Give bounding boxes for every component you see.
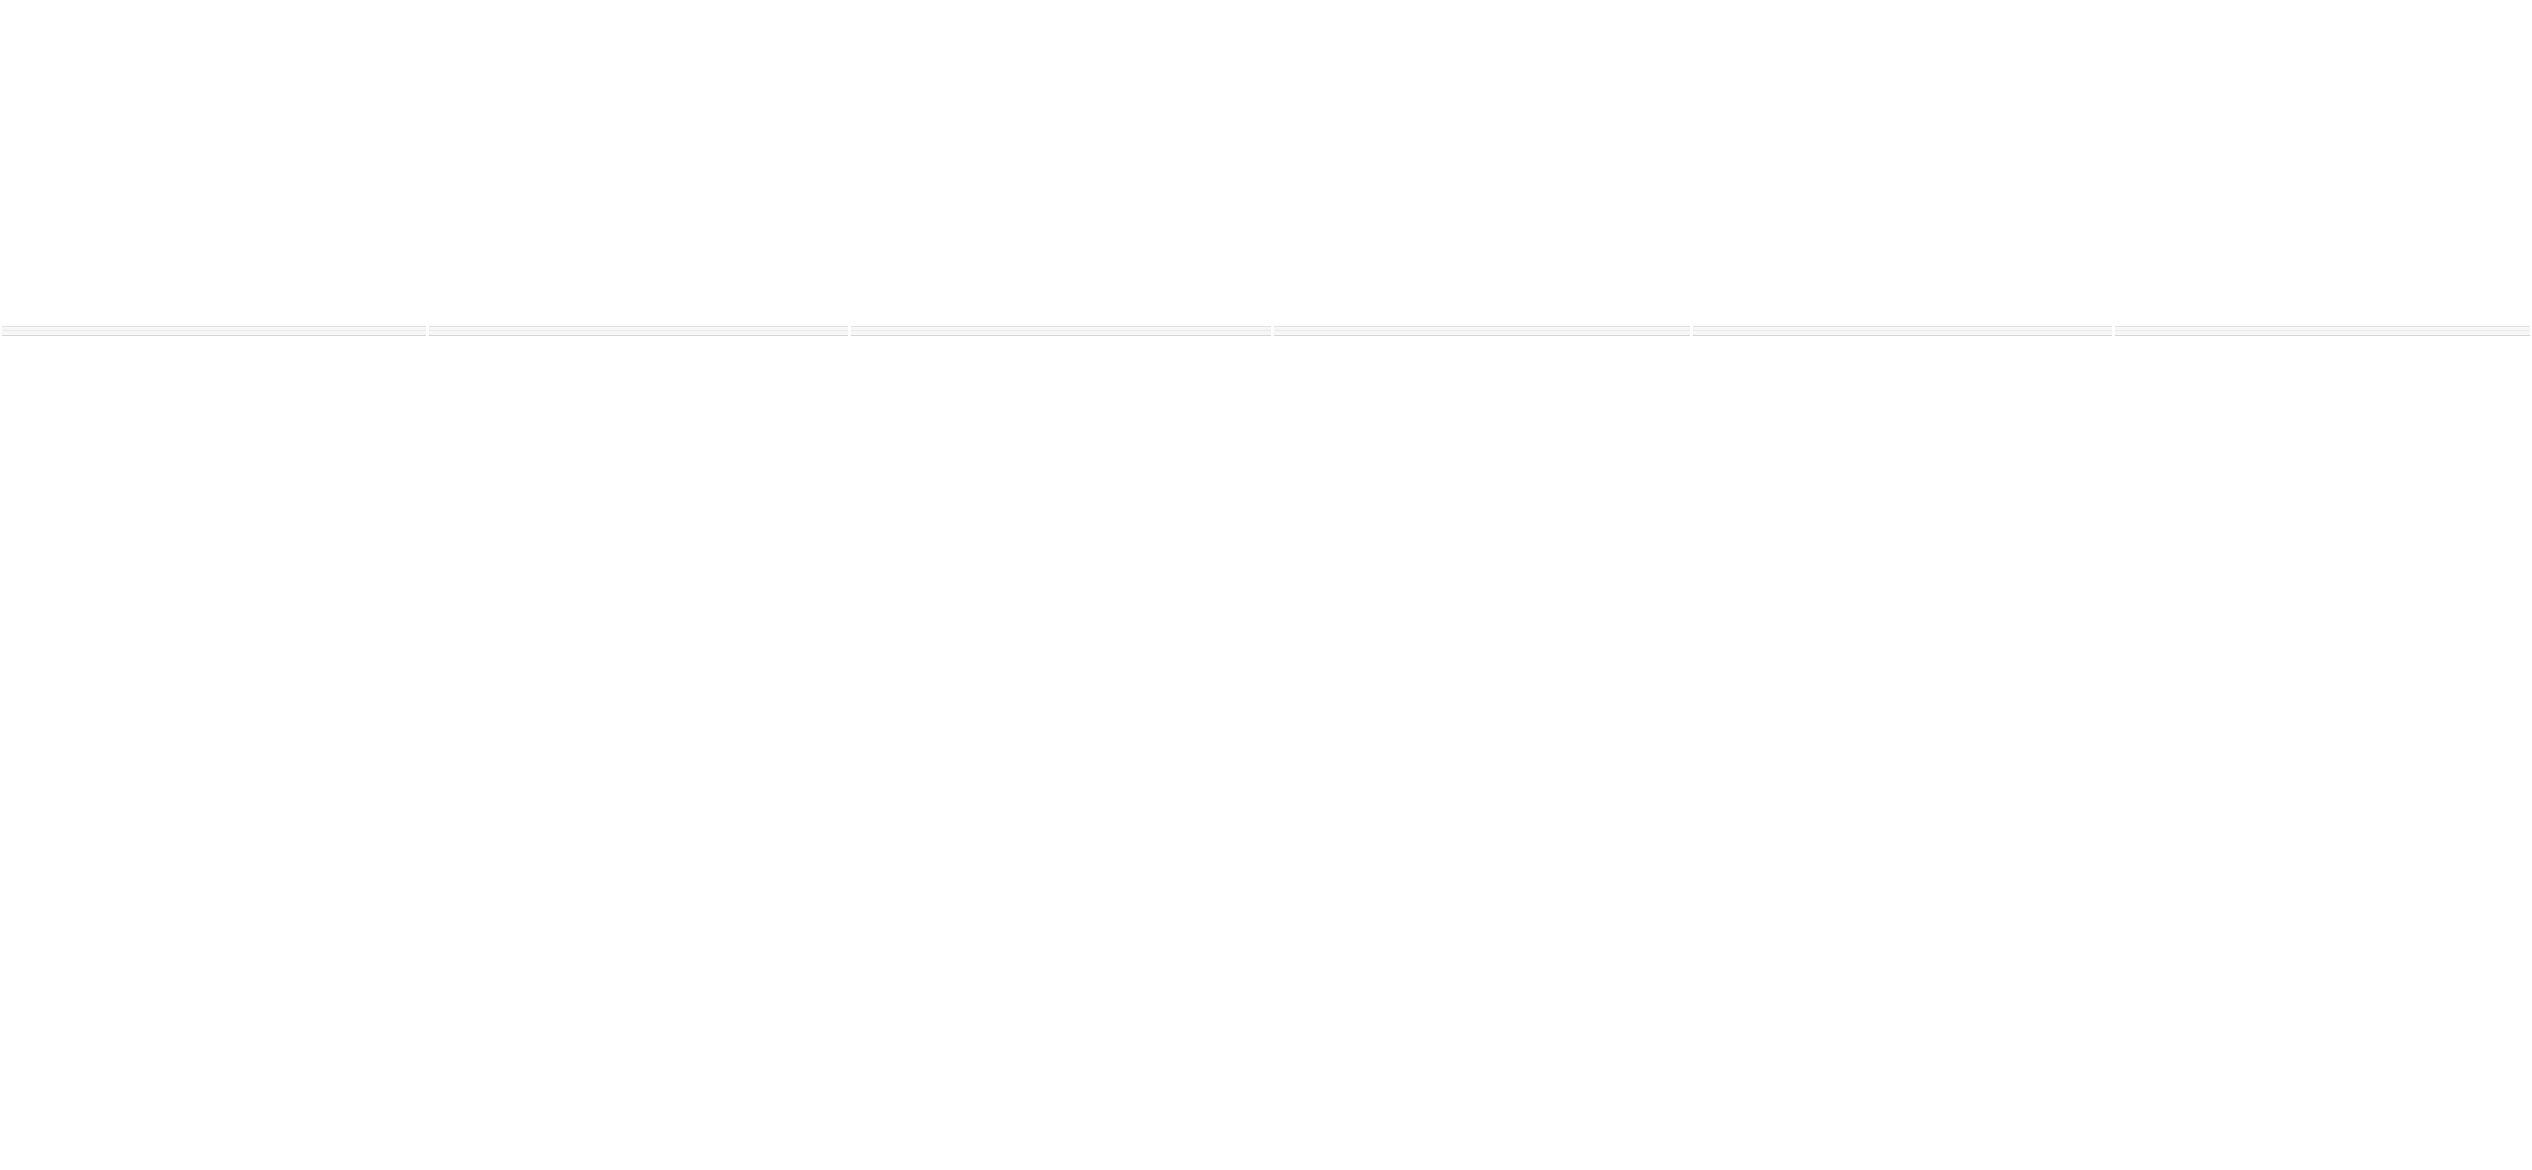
strip-segment-5 (1693, 326, 2112, 336)
strip-segment-1 (2, 326, 426, 336)
segmented-strip (0, 326, 2532, 336)
strip-segment-3 (851, 326, 1271, 336)
strip-segment-6 (2115, 326, 2530, 336)
strip-segment-4 (1274, 326, 1690, 336)
strip-segment-2 (429, 326, 848, 336)
